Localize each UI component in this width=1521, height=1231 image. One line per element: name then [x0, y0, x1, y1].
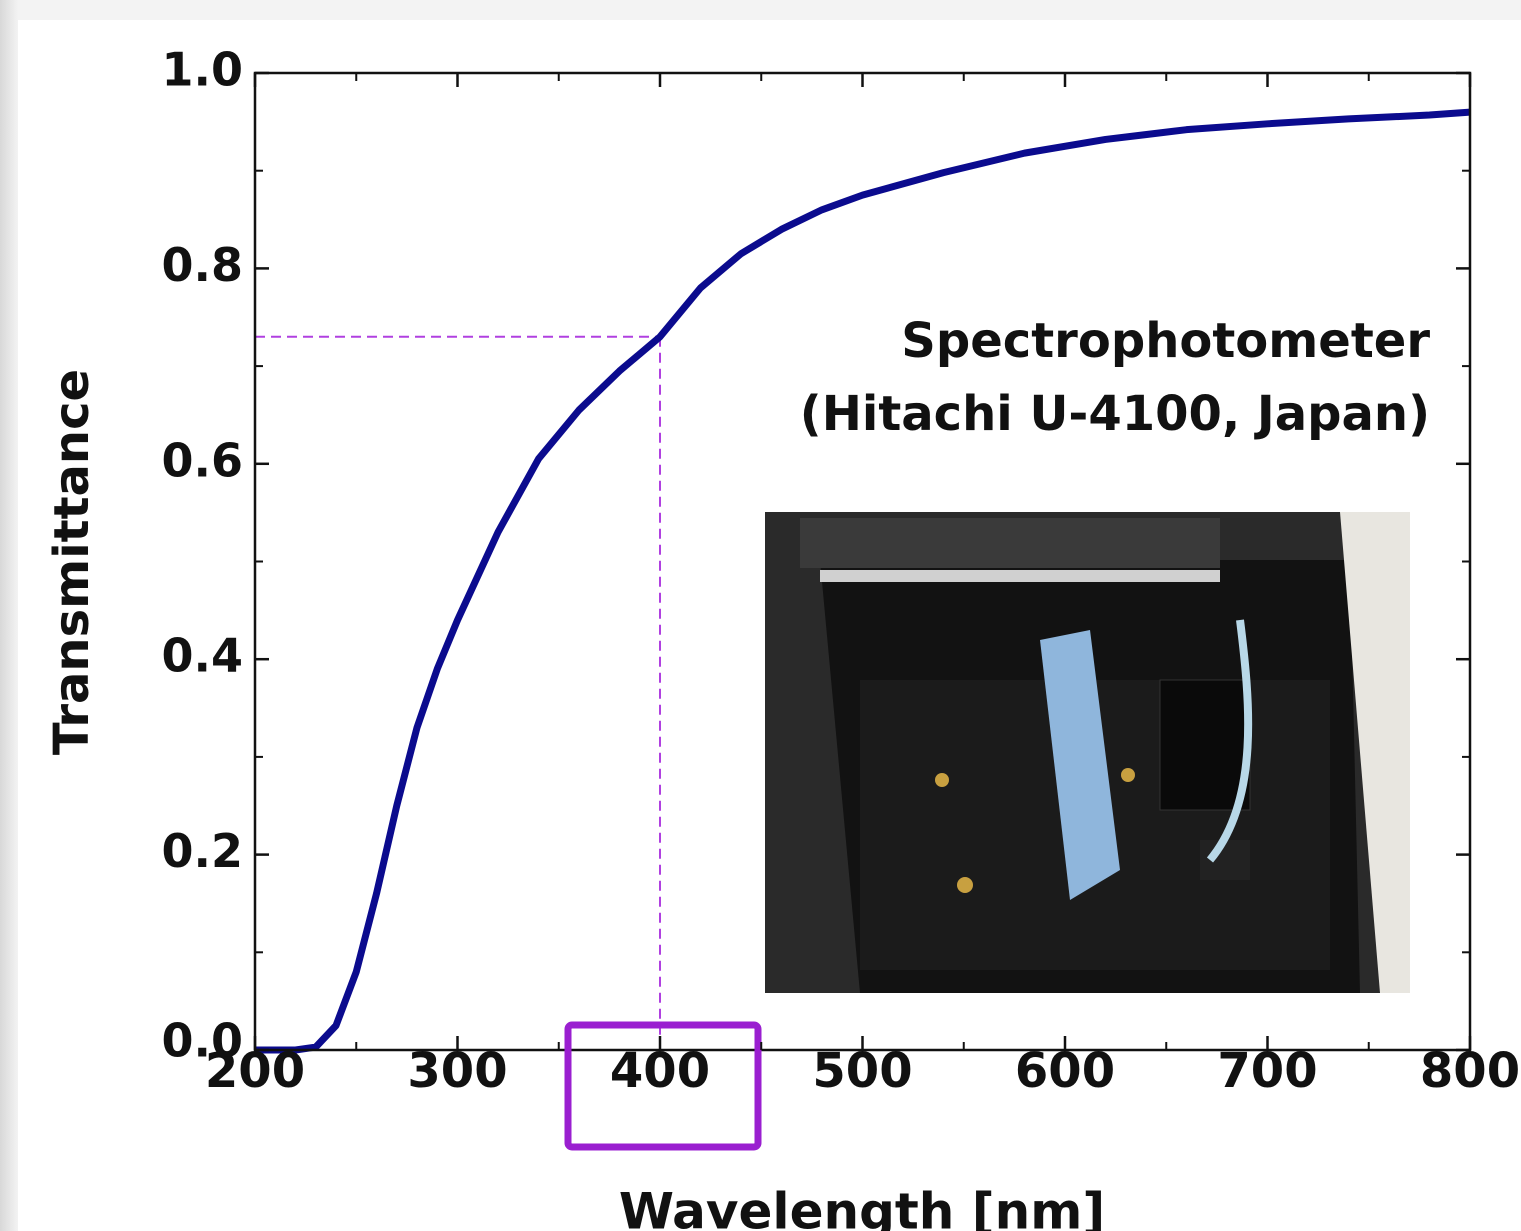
x-tick-label: 800	[1420, 1043, 1520, 1099]
x-tick-label: 500	[812, 1043, 912, 1099]
y-tick-label: 0.2	[162, 824, 244, 878]
annotation: Spectrophotometer	[901, 313, 1430, 369]
x-axis-label: Wavelength [nm]	[619, 1183, 1105, 1231]
y-tick-label: 0.8	[162, 238, 244, 292]
x-tick-label: 600	[1015, 1043, 1115, 1099]
y-tick-label: 0.0	[162, 1014, 244, 1068]
x-tick-label: 700	[1217, 1043, 1317, 1099]
x-tick-label: 200	[205, 1043, 305, 1099]
y-tick-label: 0.4	[162, 629, 244, 683]
y-tick-label: 1.0	[162, 43, 244, 97]
inset-photo	[765, 512, 1410, 993]
annotation: (Hitachi U-4100, Japan)	[800, 386, 1430, 442]
data-line	[255, 108, 1471, 1054]
highlight-box	[564, 1021, 762, 1151]
y-tick-label: 0.6	[162, 433, 244, 487]
x-tick-label: 400	[610, 1043, 710, 1099]
x-tick-label: 300	[407, 1043, 507, 1099]
y-axis-label: Transmittance	[44, 369, 100, 755]
